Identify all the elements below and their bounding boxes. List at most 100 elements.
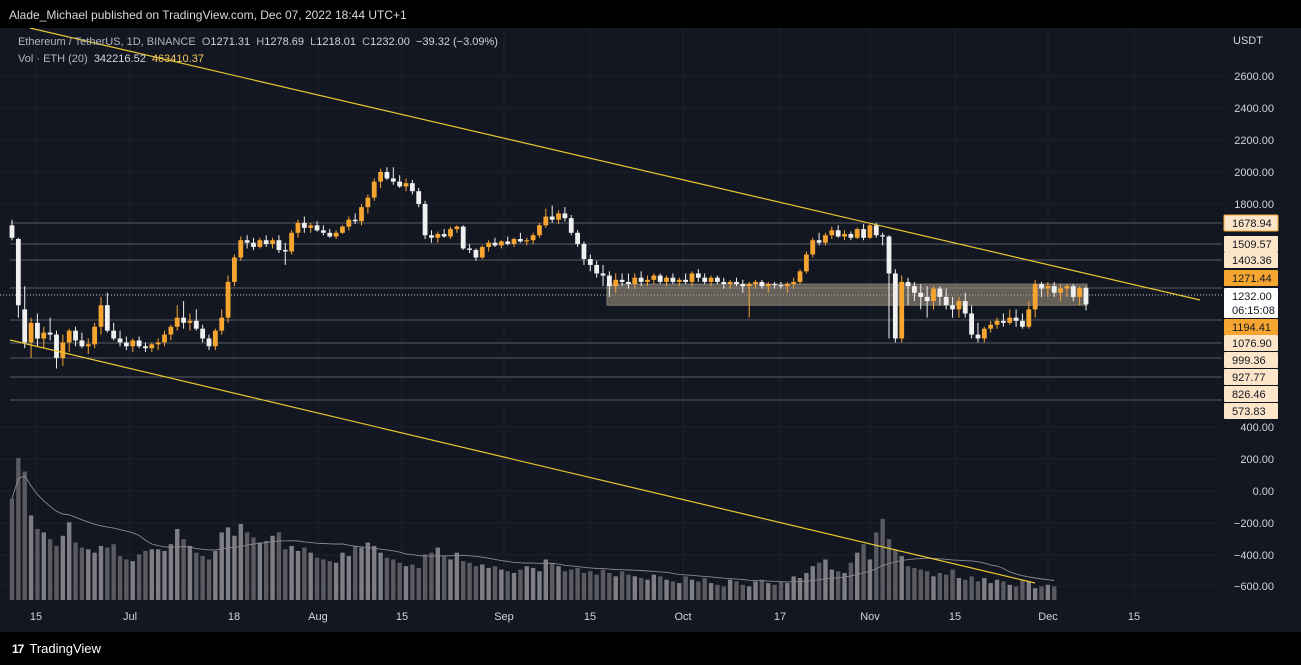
volume-bar [346, 556, 352, 600]
candle-body [632, 277, 638, 285]
volume-bar [276, 532, 282, 600]
candle-body [867, 225, 873, 238]
candle-body [778, 285, 784, 287]
candle-body [715, 277, 720, 282]
volume-value: 342216.52 [93, 53, 146, 65]
volume-bar [435, 547, 440, 600]
price-label-text: 999.36 [1232, 355, 1266, 367]
volume-bar [518, 569, 523, 600]
candle-body [168, 326, 174, 335]
candle-body [460, 226, 466, 249]
candle-body [1032, 284, 1038, 310]
x-tick-label: 15 [949, 611, 961, 623]
candle-body [314, 225, 320, 231]
volume-bar [124, 559, 129, 600]
support-zone [606, 283, 1088, 306]
volume-bar [1013, 586, 1019, 600]
volume-bar [511, 572, 517, 600]
x-tick-label: Dec [1038, 611, 1058, 623]
candle-body [365, 197, 371, 208]
candle-body [981, 328, 987, 339]
candle-body [448, 229, 453, 237]
candle-body [829, 230, 835, 236]
price-axis[interactable]: USDT 2600.00 2400.00 2200.00 2000.00 1800.00 4… [1233, 35, 1274, 593]
lower-trendline [9, 339, 1036, 584]
volume-bar [251, 537, 256, 600]
price-chart[interactable]: USDT 2600.00 2400.00 2200.00 2000.00 1800.00 4… [0, 27, 1301, 632]
volume-bar [867, 559, 873, 600]
volume-bar [422, 554, 428, 600]
candle-body [937, 288, 943, 297]
candle-body [73, 330, 78, 341]
volume-bar [727, 579, 733, 600]
volume-bar [632, 576, 637, 600]
x-tick-label: Jul [123, 611, 137, 623]
volume-bar [111, 544, 116, 600]
price-label-text: 1076.90 [1232, 338, 1272, 350]
price-label-text: 927.77 [1232, 372, 1266, 384]
candle-body [429, 235, 434, 238]
candle-body [403, 183, 409, 187]
candle-body [556, 213, 561, 220]
price-label-box [1224, 302, 1278, 318]
y-tick-label: 2600.00 [1234, 71, 1274, 83]
candle-body [575, 232, 580, 244]
open-label: O [201, 36, 211, 48]
volume-bar [645, 579, 650, 600]
candle-body [79, 340, 85, 347]
candle-body [587, 258, 593, 265]
candle-body [994, 320, 1000, 325]
candle-body [803, 254, 809, 272]
candle-body [111, 330, 117, 339]
volume-bar [9, 498, 15, 600]
candle-body [225, 281, 231, 318]
time-axis[interactable]: 15 Jul 18 Aug 15 Sep 15 Oct 17 Nov 15 Dec 15 [30, 611, 1140, 623]
price-label-box [1224, 288, 1278, 304]
candle-body [66, 330, 72, 343]
candle-body [251, 242, 256, 247]
candle-body [143, 346, 148, 349]
volume-bar [905, 566, 911, 600]
tradingview-logo-icon: 17 [12, 641, 24, 656]
volume-bar [626, 574, 631, 600]
candle-body [899, 281, 905, 339]
tradingview-logo[interactable]: 17 TradingView [12, 641, 101, 656]
volume-bar [105, 547, 110, 600]
volume-bar [244, 532, 250, 600]
symbol-legend[interactable]: Ethereum / TetherUS, 1D, BINANCE O1271.3… [18, 36, 498, 48]
volume-bar [880, 518, 885, 600]
volume-bar [403, 566, 409, 600]
candle-body [626, 281, 631, 285]
candle-body [912, 286, 917, 293]
x-tick-label: Oct [674, 611, 691, 623]
candle-body [320, 230, 326, 233]
volume-bar [696, 581, 701, 600]
volume-bar [1039, 586, 1044, 600]
candle-body [232, 257, 237, 282]
candle-body [988, 324, 994, 329]
volume-bar [264, 540, 269, 600]
volume-bar [912, 567, 917, 600]
candle-body [492, 242, 498, 246]
candle-body [435, 234, 441, 238]
volume-bar [785, 583, 790, 600]
volume-bar [988, 583, 993, 600]
y-tick-label: −600.00 [1234, 581, 1274, 593]
candle-body [257, 240, 263, 247]
candle-body [498, 241, 504, 246]
y-tick-label: 1800.00 [1234, 199, 1274, 211]
volume-bar [270, 535, 275, 600]
volume-bar [975, 581, 981, 600]
x-tick-label: Sep [494, 611, 514, 623]
candle-body [1045, 286, 1051, 289]
candle-body [416, 191, 422, 204]
volume-legend[interactable]: Vol · ETH (20) 342216.52 463410.37 [18, 53, 204, 65]
volume-bar [982, 578, 987, 600]
candle-body [149, 344, 155, 349]
candle-body [289, 232, 295, 252]
chart-area[interactable]: USDT 2600.00 2400.00 2200.00 2000.00 1800.00 4… [0, 27, 1301, 632]
volume-bar [829, 569, 834, 600]
candle-body [1013, 317, 1019, 321]
candle-body [708, 277, 714, 282]
change-value: −39.32 (−3.09%) [415, 36, 498, 48]
